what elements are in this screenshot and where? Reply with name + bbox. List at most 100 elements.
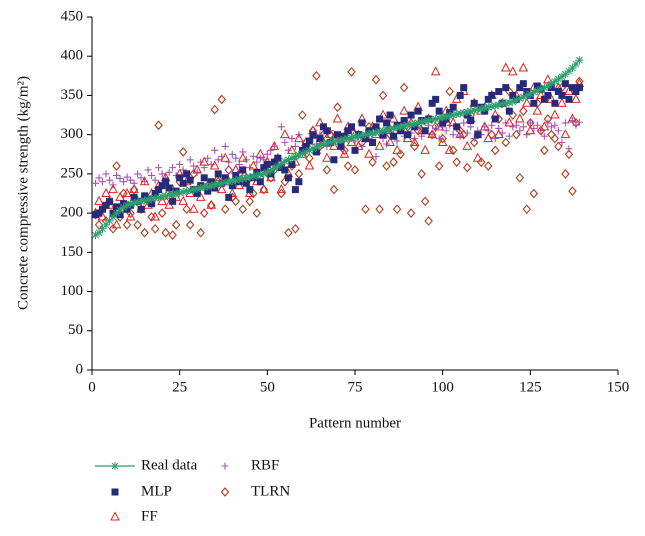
marker <box>557 97 567 107</box>
marker <box>98 224 107 233</box>
marker <box>245 173 254 182</box>
marker <box>322 139 331 148</box>
marker <box>231 176 240 185</box>
marker <box>431 114 440 123</box>
marker <box>148 171 156 179</box>
marker <box>217 94 226 105</box>
marker <box>386 125 395 134</box>
marker <box>554 141 563 152</box>
marker <box>519 80 527 88</box>
y-tick-label: 400 <box>61 48 84 64</box>
marker <box>248 160 259 170</box>
marker <box>151 194 160 203</box>
marker <box>449 103 457 111</box>
marker <box>409 136 420 147</box>
marker <box>421 117 430 126</box>
marker <box>515 94 524 103</box>
marker <box>375 127 384 136</box>
marker <box>216 184 227 194</box>
marker <box>323 127 331 135</box>
marker <box>463 129 471 137</box>
marker <box>467 117 475 125</box>
marker <box>561 119 569 127</box>
marker <box>172 189 181 198</box>
marker <box>210 104 219 115</box>
marker <box>544 119 552 127</box>
marker <box>316 135 324 143</box>
marker <box>235 175 244 184</box>
marker <box>568 63 577 72</box>
marker <box>414 107 422 115</box>
marker <box>467 123 475 131</box>
y-tick-label: 450 <box>61 8 84 24</box>
marker <box>315 141 324 150</box>
marker <box>508 97 517 106</box>
marker <box>192 164 203 174</box>
marker <box>484 95 492 103</box>
marker <box>129 184 139 194</box>
marker <box>175 188 184 197</box>
marker <box>169 197 177 205</box>
marker <box>456 132 464 140</box>
marker <box>459 108 468 117</box>
marker <box>230 164 241 174</box>
marker <box>383 119 391 127</box>
y-axis-label: Concrete compressive strength (kg/m²) <box>15 76 31 310</box>
marker <box>532 105 543 115</box>
marker <box>287 154 296 163</box>
marker <box>193 168 201 176</box>
marker <box>529 188 539 199</box>
marker <box>551 121 559 129</box>
marker <box>161 227 170 238</box>
marker <box>336 136 345 145</box>
marker <box>206 199 217 209</box>
marker <box>393 137 401 145</box>
marker <box>319 123 327 131</box>
marker <box>330 156 338 164</box>
marker <box>221 178 230 187</box>
marker <box>220 152 231 162</box>
marker <box>434 161 444 171</box>
marker <box>95 174 103 182</box>
x-tick-label: 75 <box>348 379 363 395</box>
marker <box>500 62 511 72</box>
marker <box>430 66 441 76</box>
marker <box>319 140 328 149</box>
marker <box>242 179 250 187</box>
marker <box>176 160 184 168</box>
marker <box>291 223 300 234</box>
marker <box>368 157 377 167</box>
marker <box>155 186 163 194</box>
marker <box>157 208 167 218</box>
marker <box>460 84 468 92</box>
marker <box>148 200 156 208</box>
marker <box>493 129 504 139</box>
marker <box>515 172 525 183</box>
marker <box>427 129 437 140</box>
y-tick-label: 150 <box>61 244 84 260</box>
marker <box>540 95 548 103</box>
marker <box>126 199 135 208</box>
marker <box>269 140 280 150</box>
marker <box>435 107 443 115</box>
marker <box>179 179 187 187</box>
marker <box>221 204 230 215</box>
marker <box>151 176 159 184</box>
marker <box>122 220 132 230</box>
marker <box>560 129 571 139</box>
marker <box>116 175 124 183</box>
marker <box>182 187 191 196</box>
marker <box>246 186 254 194</box>
marker <box>375 204 384 215</box>
marker <box>294 133 304 143</box>
legend-label: MLP <box>141 483 172 499</box>
marker <box>347 133 356 142</box>
marker <box>543 82 552 91</box>
marker <box>393 123 402 132</box>
marker <box>507 66 518 76</box>
marker <box>185 220 195 230</box>
marker <box>108 184 118 194</box>
marker <box>287 144 297 154</box>
marker <box>291 186 299 194</box>
marker <box>295 178 303 186</box>
